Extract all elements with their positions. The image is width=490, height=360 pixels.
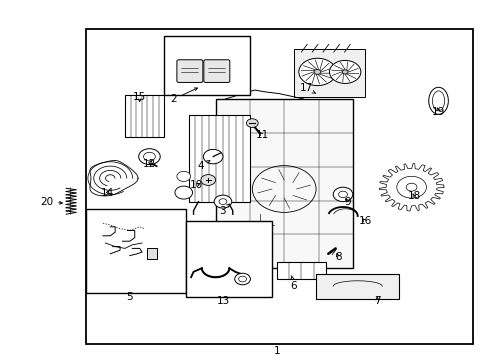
Bar (186, 221, 272, 297)
Text: 8: 8 (335, 252, 342, 262)
Circle shape (314, 69, 321, 75)
Circle shape (246, 119, 258, 127)
Circle shape (201, 175, 216, 185)
Bar (164, 36, 250, 95)
Circle shape (219, 199, 227, 204)
Circle shape (175, 186, 193, 199)
Bar (189, 115, 250, 202)
Circle shape (299, 58, 336, 86)
Ellipse shape (429, 87, 448, 114)
Ellipse shape (433, 91, 445, 111)
Text: 9: 9 (344, 197, 351, 207)
Bar (86, 29, 473, 344)
Bar (86, 209, 186, 293)
Circle shape (406, 183, 417, 191)
Bar (125, 95, 164, 137)
FancyBboxPatch shape (177, 60, 203, 82)
Text: 13: 13 (216, 296, 230, 306)
Circle shape (139, 149, 160, 165)
Text: 19: 19 (432, 107, 445, 117)
Text: 7: 7 (374, 296, 381, 306)
Circle shape (235, 273, 250, 285)
Text: 1: 1 (273, 346, 280, 356)
Bar (316, 274, 399, 299)
Text: 16: 16 (358, 216, 372, 226)
Text: 11: 11 (255, 130, 269, 140)
Text: 4: 4 (197, 161, 210, 171)
Bar (294, 49, 365, 97)
Bar (277, 262, 326, 279)
Text: 20: 20 (40, 197, 62, 207)
Text: 17: 17 (299, 83, 316, 93)
FancyBboxPatch shape (204, 60, 230, 82)
Text: 14: 14 (101, 188, 115, 198)
Circle shape (177, 171, 191, 181)
Bar (216, 99, 353, 268)
Text: 5: 5 (126, 292, 133, 302)
Circle shape (203, 149, 223, 164)
Circle shape (339, 191, 347, 198)
Circle shape (333, 187, 353, 202)
Circle shape (329, 60, 361, 84)
Circle shape (239, 276, 246, 282)
Circle shape (397, 176, 426, 198)
Text: 15: 15 (133, 92, 147, 102)
Circle shape (343, 70, 348, 74)
Circle shape (144, 152, 155, 161)
Bar (147, 248, 157, 259)
Text: 18: 18 (407, 191, 421, 201)
Text: 6: 6 (291, 276, 297, 291)
Text: 3: 3 (220, 204, 230, 216)
Text: 2: 2 (171, 88, 197, 104)
Text: 12: 12 (143, 159, 156, 169)
Text: 10: 10 (190, 180, 202, 190)
Circle shape (214, 195, 232, 208)
